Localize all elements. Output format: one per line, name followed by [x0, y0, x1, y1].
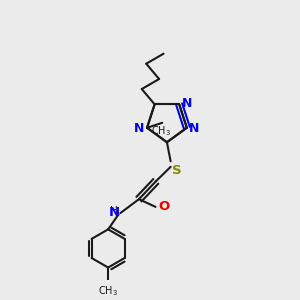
- Text: N: N: [182, 97, 192, 110]
- Text: H: H: [110, 206, 117, 217]
- Text: S: S: [172, 164, 181, 177]
- Text: O: O: [159, 200, 170, 213]
- Text: N: N: [189, 122, 200, 135]
- Text: N: N: [134, 122, 145, 135]
- Text: CH$_3$: CH$_3$: [151, 124, 171, 137]
- Text: N: N: [109, 206, 120, 219]
- Text: CH$_3$: CH$_3$: [98, 284, 118, 298]
